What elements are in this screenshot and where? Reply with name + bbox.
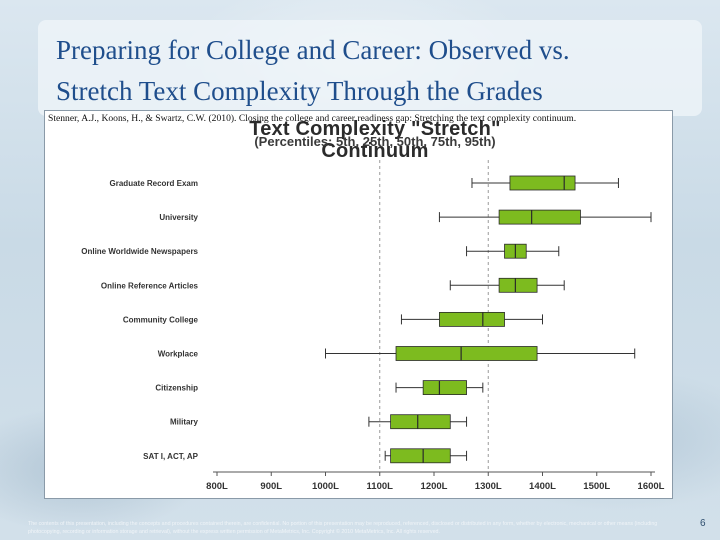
chart-title: Text Complexity "Stretch" Continuum (249, 118, 501, 162)
iqr-box (395, 346, 538, 361)
iqr-box (498, 209, 581, 225)
category-label: Community College (123, 315, 199, 324)
slide-title-line-1: Preparing for College and Career: Observ… (56, 35, 570, 65)
category-label: Military (170, 418, 199, 427)
category-label: Workplace (158, 350, 199, 359)
title-panel (38, 20, 702, 116)
category-label: Citizenship (155, 384, 198, 393)
iqr-box (439, 311, 505, 327)
x-tick-label: 1600L (638, 481, 665, 492)
iqr-box (422, 380, 467, 396)
iqr-box (498, 277, 538, 293)
page-number: 6 (700, 518, 706, 529)
slide-title-line-2: Stretch Text Complexity Through the Grad… (56, 76, 543, 106)
x-tick-label: 1200L (421, 481, 448, 492)
x-tick-label: 1500L (583, 481, 610, 492)
chart-panel (44, 110, 673, 499)
x-tick-label: 1000L (312, 481, 339, 492)
category-label: Graduate Record Exam (110, 179, 198, 188)
category-label: University (159, 213, 198, 222)
x-tick-label: 800L (206, 481, 228, 492)
x-tick-label: 1100L (367, 481, 394, 492)
category-label: Online Reference Articles (101, 281, 199, 290)
x-tick-label: 1300L (475, 481, 502, 492)
x-tick-label: 900L (260, 481, 282, 492)
copyright-footer: The contents of this presentation, inclu… (28, 521, 658, 535)
iqr-box (390, 448, 451, 464)
iqr-box (509, 175, 576, 191)
x-tick-label: 1400L (529, 481, 556, 492)
chart-subtitle: (Percentiles: 5th, 25th, 50th, 75th, 95t… (254, 134, 496, 149)
slide-title: Preparing for College and Career: Observ… (56, 30, 696, 112)
category-label: Online Worldwide Newspapers (81, 247, 198, 256)
category-label: SAT I, ACT, AP (143, 452, 198, 461)
iqr-box (390, 414, 451, 430)
citation: Stenner, A.J., Koons, H., & Swartz, C.W.… (48, 113, 577, 124)
